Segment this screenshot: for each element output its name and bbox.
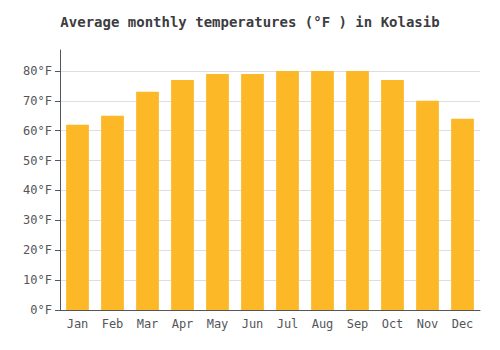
svg-text:20°F: 20°F: [23, 243, 52, 257]
svg-text:50°F: 50°F: [23, 154, 52, 168]
svg-text:70°F: 70°F: [23, 94, 52, 108]
svg-text:Feb: Feb: [102, 317, 124, 331]
svg-text:Jan: Jan: [67, 317, 89, 331]
svg-text:Average monthly temperatures (: Average monthly temperatures (°F ) in Ko…: [60, 14, 439, 30]
svg-text:Jun: Jun: [242, 317, 264, 331]
svg-text:40°F: 40°F: [23, 183, 52, 197]
svg-text:80°F: 80°F: [23, 64, 52, 78]
svg-text:Aug: Aug: [312, 317, 334, 331]
svg-text:30°F: 30°F: [23, 213, 52, 227]
svg-text:Dec: Dec: [452, 317, 474, 331]
svg-text:Mar: Mar: [137, 317, 159, 331]
svg-text:Apr: Apr: [172, 317, 194, 331]
svg-text:Sep: Sep: [347, 317, 369, 331]
svg-text:0°F: 0°F: [30, 303, 52, 317]
svg-text:10°F: 10°F: [23, 273, 52, 287]
svg-text:Jul: Jul: [277, 317, 299, 331]
svg-text:Oct: Oct: [382, 317, 404, 331]
svg-text:May: May: [207, 317, 229, 331]
svg-text:Nov: Nov: [417, 317, 439, 331]
svg-text:60°F: 60°F: [23, 124, 52, 138]
